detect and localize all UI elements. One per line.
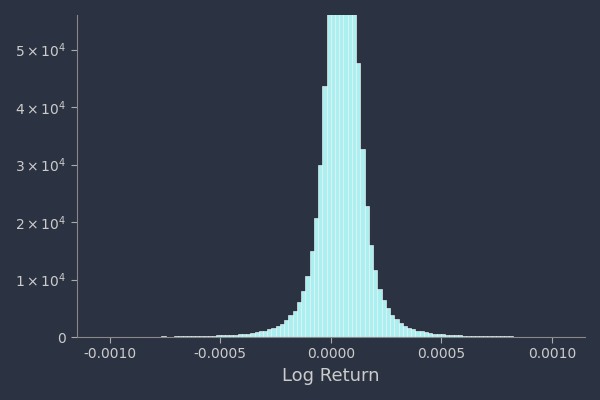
Bar — [361, 149, 365, 337]
Bar — [238, 334, 242, 337]
Bar — [289, 316, 293, 337]
Bar — [500, 336, 505, 337]
Bar — [153, 336, 157, 337]
Bar — [373, 270, 377, 337]
Bar — [331, 0, 335, 337]
Bar — [449, 335, 454, 337]
Bar — [348, 0, 352, 337]
Bar — [187, 336, 191, 337]
Bar — [174, 336, 178, 337]
Bar — [267, 330, 271, 337]
Bar — [343, 0, 348, 337]
Bar — [424, 332, 428, 337]
Bar — [483, 336, 487, 337]
Bar — [390, 315, 394, 337]
Bar — [297, 302, 301, 337]
Bar — [475, 336, 479, 337]
Bar — [462, 336, 466, 337]
Bar — [225, 335, 229, 337]
Bar — [259, 332, 263, 337]
Bar — [505, 336, 509, 337]
Bar — [365, 206, 369, 337]
Bar — [263, 330, 267, 337]
Bar — [284, 320, 289, 337]
Bar — [415, 331, 420, 337]
Bar — [280, 324, 284, 337]
Bar — [394, 319, 398, 337]
Bar — [433, 334, 437, 337]
Bar — [254, 332, 259, 337]
Bar — [407, 328, 411, 337]
Bar — [229, 335, 233, 337]
Bar — [310, 251, 314, 337]
Bar — [487, 336, 492, 337]
Bar — [509, 336, 513, 337]
Bar — [305, 276, 310, 337]
Bar — [195, 336, 199, 337]
Bar — [242, 334, 246, 337]
Bar — [479, 336, 483, 337]
Bar — [221, 335, 225, 337]
Bar — [339, 0, 343, 337]
Bar — [398, 323, 403, 337]
Bar — [526, 336, 530, 337]
Bar — [182, 336, 187, 337]
Bar — [191, 336, 195, 337]
Bar — [441, 334, 445, 337]
Bar — [403, 326, 407, 337]
Bar — [445, 335, 449, 337]
Bar — [233, 334, 238, 337]
X-axis label: Log Return: Log Return — [282, 367, 380, 385]
Bar — [293, 311, 297, 337]
Bar — [212, 336, 217, 337]
Bar — [411, 329, 415, 337]
Bar — [204, 336, 208, 337]
Bar — [322, 86, 326, 337]
Bar — [420, 332, 424, 337]
Bar — [437, 334, 441, 337]
Bar — [377, 289, 382, 337]
Bar — [470, 336, 475, 337]
Bar — [208, 336, 212, 337]
Bar — [271, 328, 276, 337]
Bar — [335, 0, 339, 337]
Bar — [458, 335, 462, 337]
Bar — [492, 336, 496, 337]
Bar — [161, 336, 166, 337]
Bar — [318, 165, 322, 337]
Bar — [454, 335, 458, 337]
Bar — [428, 333, 433, 337]
Bar — [314, 218, 318, 337]
Bar — [246, 334, 250, 337]
Bar — [356, 63, 361, 337]
Bar — [386, 308, 390, 337]
Bar — [352, 0, 356, 337]
Bar — [250, 333, 254, 337]
Bar — [369, 245, 373, 337]
Bar — [276, 326, 280, 337]
Bar — [382, 300, 386, 337]
Bar — [178, 336, 182, 337]
Bar — [217, 335, 221, 337]
Bar — [496, 336, 500, 337]
Bar — [199, 336, 204, 337]
Bar — [301, 291, 305, 337]
Bar — [170, 336, 174, 337]
Bar — [166, 336, 170, 337]
Bar — [466, 336, 470, 337]
Bar — [326, 0, 331, 337]
Bar — [513, 336, 517, 337]
